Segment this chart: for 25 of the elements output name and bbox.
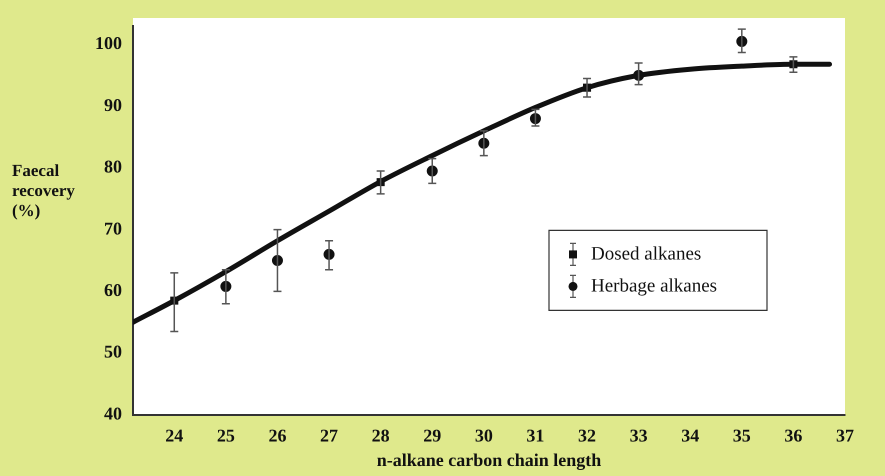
legend-label: Dosed alkanes — [591, 243, 702, 264]
x-tick-label: 25 — [216, 425, 235, 446]
y-tick-label: 50 — [104, 342, 122, 362]
y-tick-label: 70 — [104, 218, 122, 238]
x-tick-label: 32 — [578, 425, 596, 446]
y-tick-label: 80 — [104, 156, 122, 177]
x-tick-label: 27 — [320, 425, 338, 446]
y-tick-label: 90 — [104, 94, 122, 115]
x-tick-label: 34 — [681, 425, 700, 446]
x-tick-label: 36 — [784, 425, 802, 446]
y-axis-title: Faecal recovery (%) — [12, 161, 76, 220]
x-tick-label: 26 — [268, 425, 286, 446]
x-tick-label: 28 — [372, 425, 390, 446]
x-tick-label: 24 — [165, 425, 184, 446]
x-tick-label: 33 — [630, 425, 648, 446]
legend-label: Herbage alkanes — [591, 275, 718, 296]
x-tick-label: 30 — [474, 425, 493, 446]
y-tick-label: 40 — [104, 403, 122, 424]
x-tick-label: 37 — [836, 425, 854, 446]
y-tick-label: 100 — [95, 33, 122, 54]
x-axis-title: n-alkane carbon chain length — [376, 450, 602, 470]
x-tick-label: 31 — [526, 425, 544, 446]
y-tick-label: 60 — [104, 280, 122, 300]
x-tick-label: 35 — [732, 425, 751, 446]
x-tick-label: 29 — [423, 425, 442, 446]
